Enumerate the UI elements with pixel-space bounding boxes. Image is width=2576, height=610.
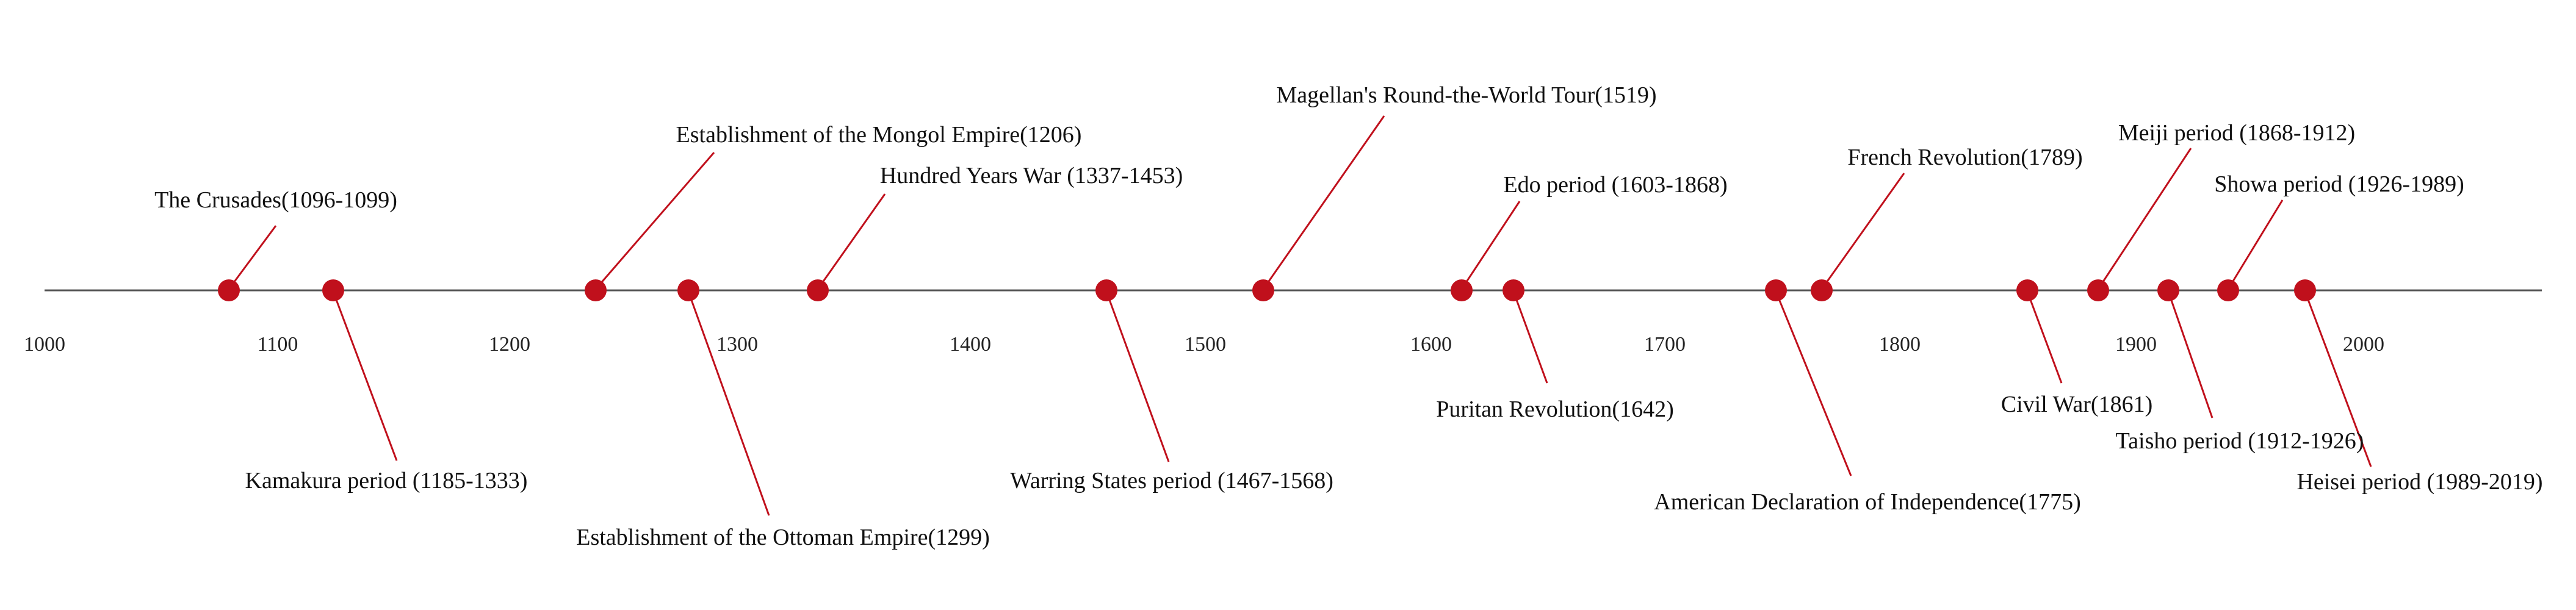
event-label: Kamakura period (1185-1333) bbox=[245, 468, 528, 493]
event-label: Warring States period (1467-1568) bbox=[1010, 468, 1333, 493]
tick-label-1800: 1800 bbox=[1879, 333, 1921, 356]
event-label: Puritan Revolution(1642) bbox=[1436, 396, 1673, 422]
event-label: American Declaration of Independence(177… bbox=[1654, 489, 2081, 515]
event-label: Taisho period (1912-1926) bbox=[2116, 428, 2364, 454]
event-connector bbox=[817, 193, 886, 290]
event-label: Magellan's Round-the-World Tour(1519) bbox=[1276, 82, 1656, 108]
event-label: Heisei period (1989-2019) bbox=[2296, 469, 2542, 495]
tick-label-1300: 1300 bbox=[716, 333, 758, 356]
event-marker bbox=[2217, 279, 2239, 301]
event-marker bbox=[1451, 279, 1473, 301]
event-label: Edo period (1603-1868) bbox=[1503, 172, 1727, 198]
event-connector bbox=[332, 291, 398, 461]
event-connector bbox=[1775, 291, 1852, 476]
event-marker bbox=[677, 279, 699, 301]
event-marker bbox=[2016, 279, 2038, 301]
event-connectors bbox=[228, 115, 2372, 516]
event-marker bbox=[1252, 279, 1274, 301]
event-connector bbox=[1105, 291, 1170, 462]
event-markers bbox=[218, 279, 2316, 301]
event-label: French Revolution(1789) bbox=[1847, 145, 2082, 170]
event-connector bbox=[2097, 148, 2192, 290]
axis-tick-labels: 1000 1100 1200 1300 1400 1500 1600 1700 1800 1900… bbox=[24, 333, 2384, 356]
event-marker bbox=[1765, 279, 1787, 301]
event-connector bbox=[687, 291, 770, 516]
tick-label-1100: 1100 bbox=[258, 333, 298, 356]
event-label: Hundred Years War (1337-1453) bbox=[880, 163, 1183, 188]
event-label: Establishment of the Ottoman Empire(1299… bbox=[576, 525, 990, 550]
event-labels: The Crusades(1096-1099) Kamakura period (… bbox=[154, 82, 2542, 550]
event-connector bbox=[2167, 291, 2213, 418]
tick-label-1500: 1500 bbox=[1185, 333, 1226, 356]
event-connector bbox=[1460, 201, 1521, 290]
tick-label-2000: 2000 bbox=[2343, 333, 2384, 356]
event-connector bbox=[2227, 199, 2284, 290]
event-marker bbox=[585, 279, 607, 301]
event-connector bbox=[1262, 115, 1385, 290]
event-marker bbox=[322, 279, 344, 301]
event-connector bbox=[594, 152, 715, 290]
event-label: The Crusades(1096-1099) bbox=[154, 187, 397, 213]
event-label: Meiji period (1868-1912) bbox=[2118, 120, 2355, 146]
event-connector bbox=[1820, 173, 1905, 290]
event-connector bbox=[2026, 291, 2063, 384]
event-marker bbox=[1811, 279, 1833, 301]
tick-label-1600: 1600 bbox=[1410, 333, 1452, 356]
event-marker bbox=[2294, 279, 2316, 301]
event-marker bbox=[1503, 279, 1524, 301]
event-marker bbox=[218, 279, 240, 301]
event-connector bbox=[228, 225, 277, 290]
event-marker bbox=[2157, 279, 2179, 301]
event-marker bbox=[807, 279, 829, 301]
tick-label-1700: 1700 bbox=[1644, 333, 1686, 356]
event-label: Civil War(1861) bbox=[2001, 392, 2152, 417]
tick-label-1200: 1200 bbox=[489, 333, 530, 356]
event-connector bbox=[1512, 291, 1548, 384]
tick-label-1000: 1000 bbox=[24, 333, 65, 356]
tick-label-1900: 1900 bbox=[2115, 333, 2157, 356]
event-connector bbox=[2304, 291, 2372, 467]
event-label: Establishment of the Mongol Empire(1206) bbox=[676, 122, 1082, 148]
event-marker bbox=[2087, 279, 2109, 301]
event-marker bbox=[1095, 279, 1117, 301]
event-label: Showa period (1926-1989) bbox=[2214, 171, 2464, 197]
tick-label-1400: 1400 bbox=[950, 333, 991, 356]
